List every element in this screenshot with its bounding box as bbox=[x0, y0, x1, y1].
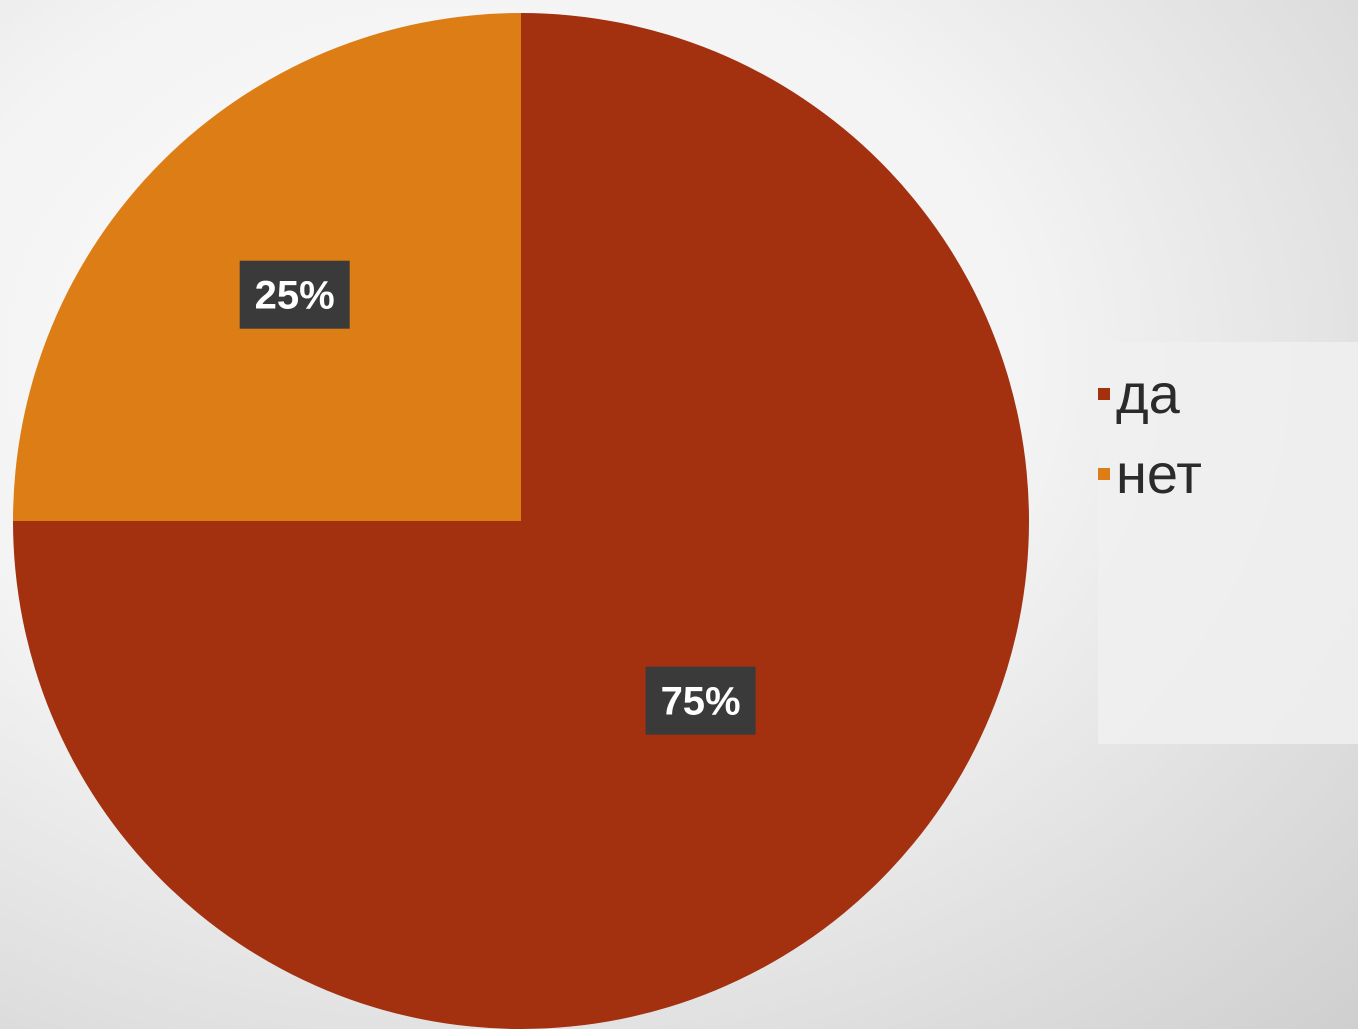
legend-label-da: да bbox=[1116, 362, 1180, 425]
data-label-text-1: 25% bbox=[255, 274, 335, 318]
legend-swatch-da bbox=[1098, 388, 1110, 400]
data-label-1: 25% bbox=[239, 260, 350, 329]
legend-item-net: нет bbox=[1098, 444, 1202, 504]
legend-label-net: нет bbox=[1116, 442, 1202, 505]
data-label-box-0 bbox=[645, 666, 756, 735]
data-label-box-1 bbox=[239, 260, 350, 329]
data-label-0: 75% bbox=[645, 666, 756, 735]
legend-swatch-net bbox=[1098, 468, 1110, 480]
data-label-text-0: 75% bbox=[661, 680, 741, 724]
legend: да нет bbox=[1098, 342, 1358, 744]
legend-item-da: да bbox=[1098, 364, 1180, 424]
